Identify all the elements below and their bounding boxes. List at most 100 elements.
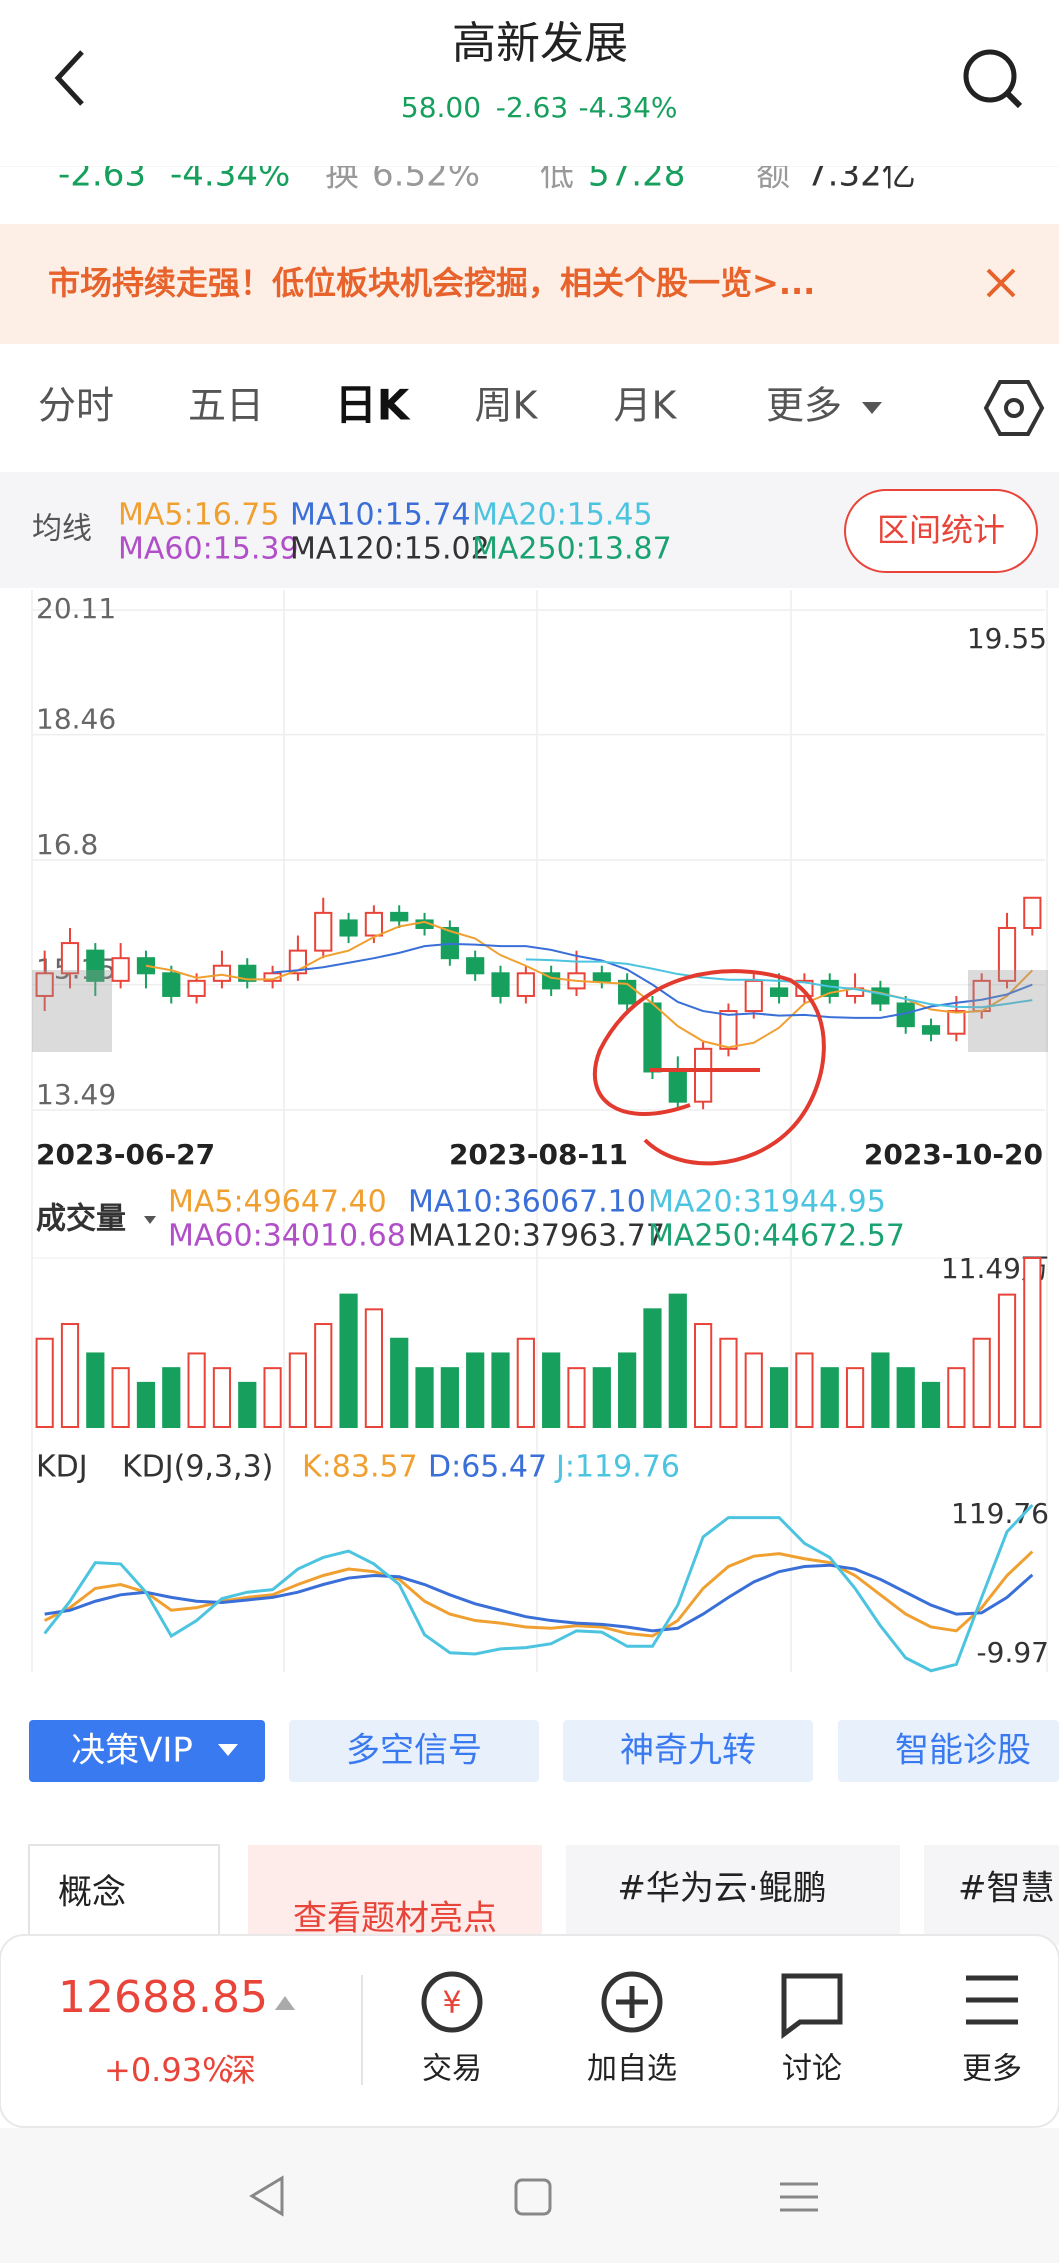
y-min-label: -9.97 <box>977 1636 1049 1669</box>
candle-body <box>1023 896 1042 929</box>
candle-body <box>390 911 409 922</box>
nav-bar <box>0 2128 1059 2263</box>
candle-body <box>238 964 257 982</box>
volume-ma-label: MA120:37963.77 <box>408 1219 665 1254</box>
tab[interactable]: 更多 <box>766 384 842 428</box>
tag[interactable] <box>248 1845 542 1945</box>
candle-body <box>187 979 206 997</box>
annotation-circle <box>593 969 826 1166</box>
volume-bar <box>339 1293 358 1428</box>
volume-bar <box>820 1367 839 1429</box>
candle-body <box>997 926 1017 982</box>
volume-bar <box>769 1367 789 1429</box>
kdj-line <box>43 1503 1034 1673</box>
legend-entry: K:83.57 <box>302 1450 418 1485</box>
feature-button[interactable] <box>838 1720 1059 1782</box>
nav-back[interactable] <box>249 2175 284 2217</box>
volume-ma-label: MA5:49647.40 <box>168 1185 387 1220</box>
stock-title: 高新发展 <box>452 18 628 69</box>
header-bg <box>0 0 1059 165</box>
up-arrow <box>275 1996 295 2010</box>
tag[interactable] <box>924 1845 1059 1945</box>
volume-ma-label: MA20:31944.95 <box>648 1185 886 1220</box>
nav-menu[interactable] <box>780 2182 818 2212</box>
range-stats-label: 区间统计 <box>877 511 1005 549</box>
volume-bar <box>60 1323 80 1428</box>
more-button[interactable] <box>966 1975 1018 2025</box>
add-icon <box>601 1971 663 2033</box>
dropdown-icon <box>218 1744 238 1756</box>
tab-active[interactable]: 日K <box>335 381 411 430</box>
tag-label: 查看题材亮点 <box>293 1899 497 1939</box>
volume-bar <box>314 1323 333 1428</box>
volume-bar <box>997 1293 1017 1428</box>
candle-body <box>339 919 358 937</box>
action-label: 更多 <box>962 2052 1022 2087</box>
y-tick-label: 13.49 <box>36 1078 116 1111</box>
candle-body <box>744 979 763 1013</box>
legend-entry: D:65.47 <box>428 1450 547 1485</box>
x-tick-label: 2023-08-11 <box>449 1138 628 1171</box>
candle-body <box>542 972 561 990</box>
discuss-icon <box>781 1973 843 2039</box>
dropdown-icon <box>862 402 882 414</box>
discuss-button[interactable] <box>781 1973 843 2039</box>
index-value: 12688.85 <box>58 1972 268 2023</box>
candle-body <box>111 957 130 982</box>
volume-bar <box>845 1367 865 1429</box>
add-icon <box>616 1986 648 2018</box>
volume-bar <box>440 1367 459 1429</box>
vip-button[interactable] <box>29 1720 265 1782</box>
trade-icon: ¥ <box>442 1986 461 2021</box>
volume-bar <box>466 1352 485 1428</box>
volume-bar <box>896 1367 915 1429</box>
mask <box>0 190 1059 224</box>
volume-bar <box>238 1381 257 1428</box>
volume-bar <box>643 1308 662 1429</box>
candle-body <box>947 1010 966 1035</box>
tab[interactable]: 五日 <box>188 384 264 428</box>
tab[interactable]: 分时 <box>38 384 114 428</box>
banner-close[interactable] <box>986 268 1016 298</box>
candle-body <box>592 972 611 982</box>
kdj-params: KDJ(9,3,3) <box>122 1450 273 1485</box>
ma-legend-item: MA10:15.74 <box>290 498 471 533</box>
bottom-bar <box>0 1934 1059 2128</box>
action-label: 加自选 <box>587 2052 677 2087</box>
settings-button[interactable] <box>983 380 1045 436</box>
volume-bar <box>795 1352 814 1428</box>
y-tick-label: 20.11 <box>36 592 116 625</box>
volume-bar <box>415 1367 434 1429</box>
high-label: 19.55 <box>967 622 1047 655</box>
volume-bar <box>921 1381 941 1428</box>
nav-home[interactable] <box>514 2178 552 2216</box>
mask <box>0 152 1059 166</box>
banner-text: 市场持续走强！低位板块机会挖掘，相关个股一览>... <box>48 264 815 302</box>
feature-button[interactable] <box>563 1720 813 1782</box>
action-label: 交易 <box>422 2052 482 2087</box>
feature-button[interactable] <box>289 1720 539 1782</box>
range-stats-button[interactable] <box>844 489 1038 573</box>
index-change: +0.93% <box>104 2051 232 2089</box>
banner[interactable] <box>0 224 1059 344</box>
volume-bar <box>111 1367 130 1429</box>
action-label: 讨论 <box>782 2052 842 2087</box>
concept-dropdown[interactable] <box>28 1844 220 1946</box>
tab[interactable]: 周K <box>475 384 539 428</box>
volume-bar <box>516 1337 535 1429</box>
tab[interactable]: 月K <box>614 384 678 428</box>
candle-body <box>769 987 789 997</box>
volume-bar <box>491 1352 510 1428</box>
candle-body <box>719 1010 738 1050</box>
back-button[interactable] <box>54 50 84 106</box>
change-pct: -4.34% <box>578 91 677 124</box>
add-button[interactable] <box>601 1971 663 2033</box>
expand-button[interactable] <box>968 970 1048 1052</box>
search-button[interactable] <box>963 49 1023 109</box>
ma-legend-item: MA250:13.87 <box>472 532 672 567</box>
prev-button[interactable] <box>32 970 112 1052</box>
y-tick-label: 18.46 <box>36 703 116 736</box>
volume-bar <box>618 1352 637 1428</box>
tag[interactable] <box>566 1845 900 1945</box>
trade-button[interactable]: ¥ <box>421 1971 483 2033</box>
